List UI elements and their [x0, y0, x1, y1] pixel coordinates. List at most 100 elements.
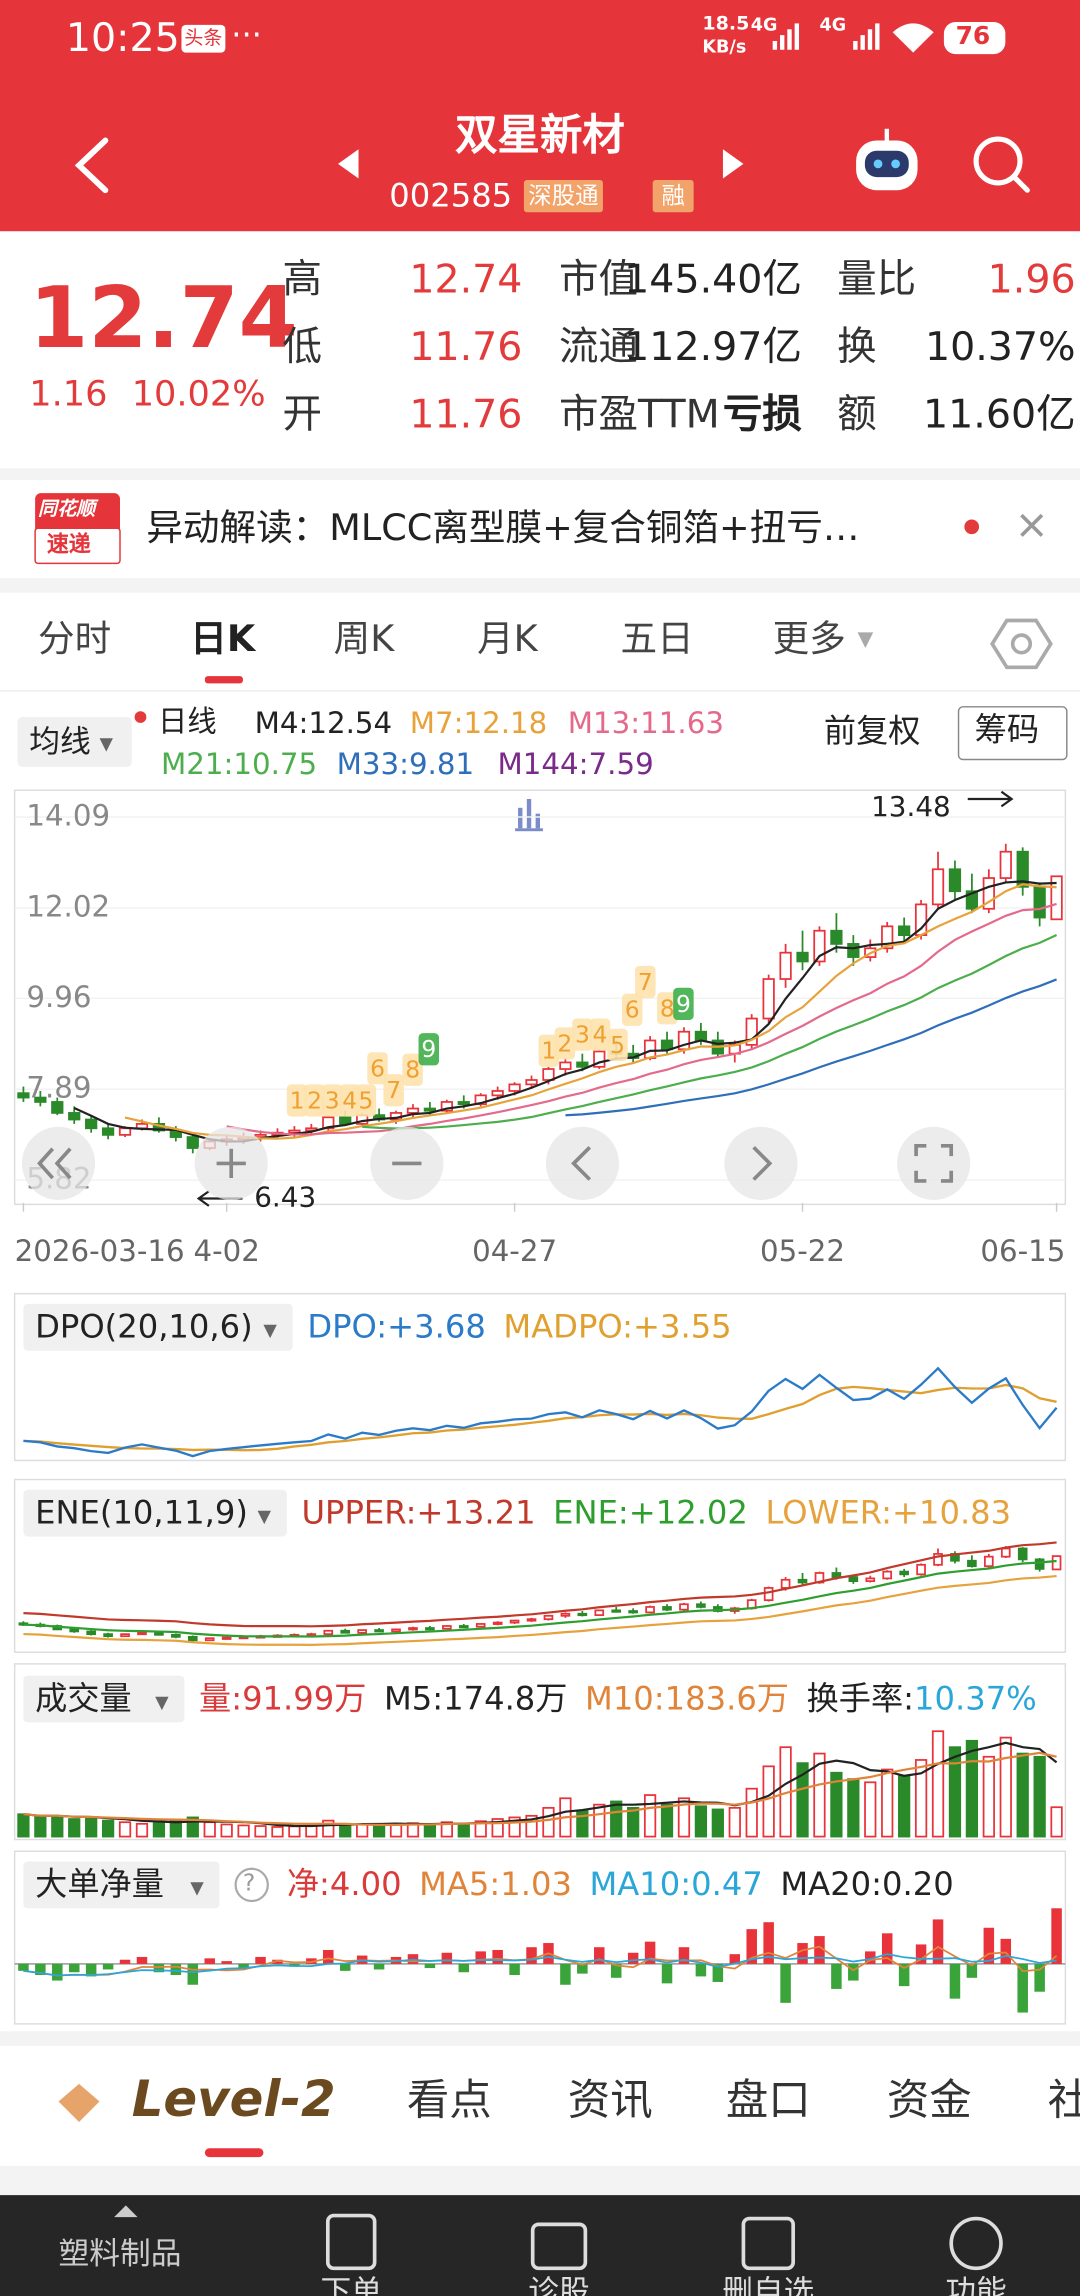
candle-body [999, 850, 1012, 879]
nav-item[interactable]: 删自选 [722, 2274, 815, 2296]
candle-body [1034, 1558, 1045, 1570]
status-dots: ··· [231, 17, 262, 55]
candle-body [120, 1633, 130, 1638]
ma-legend: M13:11.63 [567, 705, 724, 741]
volume-bar [711, 1808, 724, 1838]
panel-title-bg[interactable] [23, 1489, 287, 1537]
panel-title[interactable]: 大单净量 [35, 1867, 164, 1904]
td-label-bg [657, 992, 678, 1025]
ma-line [226, 902, 1057, 1136]
tab[interactable]: 日K [190, 617, 256, 660]
candle-body [830, 929, 843, 945]
nav-item[interactable]: 功能 [945, 2274, 1007, 2296]
close-icon[interactable] [1020, 513, 1044, 537]
panel-title-bg[interactable] [23, 1303, 293, 1351]
back-icon[interactable] [74, 137, 109, 194]
volume-bar [68, 1818, 81, 1838]
nav-item[interactable]: 下单 [320, 2274, 382, 2296]
volume-bar [203, 1821, 216, 1838]
tab[interactable]: 分时 [38, 617, 112, 660]
candle-body [475, 1623, 486, 1628]
up-icon[interactable] [114, 2205, 138, 2218]
panel-title[interactable]: DPO(20,10,6) [35, 1309, 253, 1347]
net-bar [983, 1927, 995, 1964]
next-icon[interactable] [722, 149, 744, 179]
candle-body [660, 1039, 674, 1051]
candle-body [509, 1619, 520, 1624]
chips-button[interactable]: 筹码 [974, 712, 1040, 750]
volume-bar [999, 1736, 1012, 1838]
net-bar [238, 1963, 249, 1969]
indicator-value: MA5:1.03 [419, 1867, 572, 1904]
zoom-icon [216, 1148, 246, 1179]
search-icon[interactable] [973, 136, 1030, 193]
dropdown-icon: ▼ [857, 627, 874, 652]
nav-sector[interactable]: 塑料制品 [58, 2236, 182, 2272]
chart-control[interactable] [545, 1126, 620, 1200]
candle-body [593, 1050, 606, 1068]
net-bar [204, 1958, 215, 1964]
quote-label: 高 [282, 257, 322, 303]
net-bar [119, 1959, 131, 1964]
panel-title-bg[interactable] [23, 1675, 185, 1723]
candle-body [594, 1609, 605, 1616]
robot-icon[interactable] [856, 128, 918, 191]
panel-title-bg[interactable] [23, 1861, 220, 1909]
func-icon[interactable] [949, 2216, 1003, 2271]
news-logo-text: 速递 [46, 531, 91, 558]
y-tick-label: 12.02 [26, 889, 110, 923]
candle-body [645, 1606, 655, 1614]
x-tick-label: 05-22 [760, 1234, 845, 1268]
tab-indicator [204, 2148, 264, 2158]
period-label: 日线 [158, 703, 217, 740]
order-icon[interactable] [325, 2213, 377, 2271]
ma-button-bg[interactable] [17, 717, 132, 767]
candle-body [221, 1636, 232, 1640]
chart-control[interactable] [897, 1126, 971, 1200]
volume-bar [813, 1752, 826, 1838]
diagnose-icon[interactable] [530, 2222, 588, 2271]
tab[interactable]: 更多 [772, 617, 846, 660]
td-label: 3 [575, 1021, 590, 1049]
quote-label: 开 [282, 392, 322, 438]
tab[interactable]: 周K [333, 617, 395, 660]
td-label-bg [554, 1027, 576, 1060]
ma-button[interactable]: 均线 [29, 724, 91, 760]
candle-body [948, 868, 962, 893]
candle-body [779, 951, 792, 980]
tab[interactable]: 五日 [620, 617, 694, 660]
chart-control[interactable] [724, 1126, 798, 1200]
indicator-icon[interactable] [515, 799, 543, 832]
nav-item[interactable]: 诊股 [528, 2274, 590, 2296]
bottom-tab[interactable]: 看点 [406, 2075, 492, 2125]
panel-title[interactable]: 成交量 [35, 1681, 132, 1719]
prev-icon[interactable] [338, 149, 359, 179]
td-label: 8 [660, 994, 675, 1022]
bottom-tab[interactable]: 社 [1048, 2079, 1080, 2122]
tab[interactable]: 月K [477, 617, 538, 660]
net-panel [13, 1850, 1067, 2025]
net-bar [1034, 1963, 1045, 1992]
adjust-label[interactable]: 前复权 [823, 714, 921, 751]
status-app: 头条 [181, 24, 226, 53]
help-icon[interactable] [234, 1867, 269, 1903]
bottom-tab[interactable]: 盘口 [725, 2075, 811, 2125]
price-panel [13, 789, 1067, 1206]
news-text[interactable]: 异动解读：MLCC离型膜+复合铜箔+扭亏… [146, 509, 860, 546]
volume-panel [13, 1663, 1067, 1841]
chips-button-bg[interactable] [957, 706, 1068, 761]
td-label: 4 [593, 1021, 608, 1049]
bottom-tab[interactable]: 资金 [886, 2075, 972, 2125]
volume-bar [220, 1823, 233, 1838]
unread-dot [964, 519, 980, 535]
remove-icon[interactable] [741, 2216, 795, 2271]
td-label-bg [607, 1028, 628, 1061]
panel-title[interactable]: ENE(10,11,9) [35, 1495, 248, 1533]
volume-bar [745, 1787, 758, 1838]
candle-body [340, 1629, 351, 1634]
settings-icon[interactable] [990, 618, 1053, 670]
indicator-value: 换手率: [806, 1681, 915, 1719]
bottom-tab[interactable]: 资讯 [567, 2075, 653, 2125]
net-bar [272, 1959, 283, 1964]
bottom-tab[interactable]: Level-2 [131, 2070, 336, 2130]
